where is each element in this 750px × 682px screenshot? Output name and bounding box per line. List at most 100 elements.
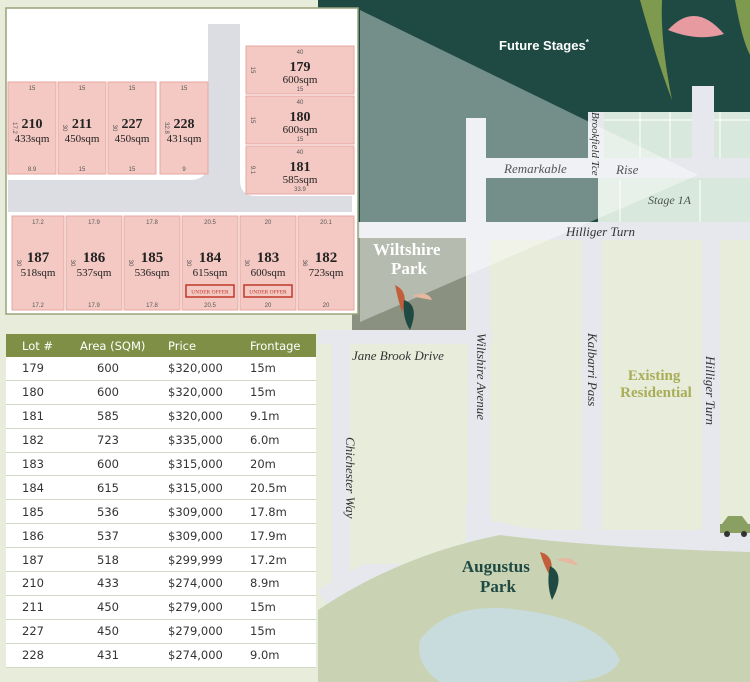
cell-frontage: 17.9m	[250, 523, 316, 549]
cell-lot: 185	[6, 499, 72, 525]
augustus-park-label: Augustus Park	[462, 557, 534, 596]
lot-shape	[245, 145, 355, 195]
lot-shape	[7, 81, 57, 175]
lot-number: 183	[257, 250, 280, 266]
existing-residential-label: Existing Residential	[620, 368, 692, 401]
cell-price: $335,000	[168, 428, 250, 453]
lot-edge-length: 20	[265, 303, 272, 309]
lot-edge-length: 15	[297, 87, 304, 93]
cell-lot: 186	[6, 523, 72, 549]
lot-area: 537sqm	[77, 267, 112, 279]
cell-price: $315,000	[168, 452, 250, 477]
cell-price: $320,000	[168, 380, 250, 405]
cell-area: 536	[72, 499, 168, 525]
column-header-frontage: Frontage	[250, 334, 316, 357]
cell-frontage: 9.0m	[250, 643, 316, 668]
lot-shape	[297, 215, 355, 311]
lot-number: 187	[27, 250, 50, 266]
table-header-row: Lot # Area (SQM) Price Frontage	[6, 334, 316, 357]
lot-edge-length: 30	[15, 260, 21, 267]
table-row: 183 600 $315,000 20m	[6, 452, 316, 477]
cell-area: 600	[72, 380, 168, 405]
cell-price: $274,000	[168, 571, 250, 596]
lot-edge-length: 32.8	[163, 122, 169, 134]
street-hilliger-turn-top: Hilliger Turn	[565, 224, 635, 239]
residential-blocks	[352, 240, 700, 564]
lot-edge-length: 15	[129, 86, 136, 92]
lot-edge-length: 17.9	[88, 220, 100, 226]
cell-area: 450	[72, 619, 168, 644]
lot-edge-length: 15	[249, 67, 255, 74]
cell-lot: 181	[6, 404, 72, 429]
wiltshire-park-bird-icon	[395, 285, 432, 330]
future-stages-label: Future Stages*	[499, 38, 590, 53]
table-row: 210 433 $274,000 8.9m	[6, 571, 316, 596]
lot-inset-map: 210433sqm1517.28.9211450sqm153015227450s…	[5, 7, 359, 315]
lot-edge-length: 30	[243, 260, 249, 267]
lot-area: 450sqm	[65, 133, 100, 145]
lot-edge-length: 17.2	[32, 303, 44, 309]
cell-price: $279,000	[168, 595, 250, 620]
cell-area: 431	[72, 643, 168, 668]
lot-edge-length: 15	[79, 167, 86, 173]
table-row: 228 431 $274,000 9.0m	[6, 643, 316, 668]
lot-area: 450sqm	[115, 133, 150, 145]
wiltshire-park-label: Wiltshire Park	[373, 240, 445, 278]
cell-area: 537	[72, 523, 168, 549]
cell-area: 518	[72, 547, 168, 573]
table-row: 184 615 $315,000 20.5m	[6, 475, 316, 501]
lake	[419, 608, 620, 682]
lot-edge-length: 9.1	[249, 166, 255, 175]
cell-frontage: 17.8m	[250, 499, 316, 525]
cell-price: $320,000	[168, 404, 250, 429]
cell-lot: 211	[6, 595, 72, 620]
street-hilliger-turn-side: Hilliger Turn	[703, 355, 718, 425]
cell-lot: 182	[6, 428, 72, 453]
zoom-wedge	[360, 10, 698, 322]
lot-edge-length: 20.5	[204, 220, 216, 226]
lot-shape	[181, 215, 239, 311]
lot-edge-length: 17.8	[146, 303, 158, 309]
cell-lot: 183	[6, 452, 72, 477]
cell-price: $274,000	[168, 643, 250, 668]
street-kalbarri-pass: Kalbarri Pass	[585, 332, 600, 406]
table-row: 211 450 $279,000 15m	[6, 595, 316, 620]
foliage-decoration	[640, 0, 672, 100]
street-brookfield: Brookfield Tce	[589, 112, 601, 176]
lot-shape	[245, 45, 355, 95]
table-row: 187 518 $299,999 17.2m	[6, 547, 316, 573]
cell-price: $299,999	[168, 547, 250, 573]
lot-edge-length: 15	[79, 86, 86, 92]
lot-edge-length: 30	[127, 260, 133, 267]
cell-lot: 179	[6, 357, 72, 381]
lot-number: 186	[83, 250, 106, 266]
lot-number: 228	[174, 117, 195, 132]
lot-number: 182	[315, 250, 338, 266]
street-chichester-way: Chichester Way	[343, 437, 358, 519]
lot-number: 179	[290, 60, 311, 75]
lot-edge-length: 15	[29, 86, 36, 92]
lot-edge-length: 8.9	[28, 167, 37, 173]
table-row: 227 450 $279,000 15m	[6, 619, 316, 644]
lot-shape	[123, 215, 181, 311]
lot-edge-length: 40	[297, 50, 304, 56]
cell-lot: 228	[6, 643, 72, 668]
street-wiltshire-avenue: Wiltshire Avenue	[474, 333, 489, 420]
street-remarkable: Remarkable	[503, 161, 567, 176]
lot-edge-length: 17.2	[32, 220, 44, 226]
lot-area: 600sqm	[283, 124, 318, 136]
lot-edge-length: 20	[323, 303, 330, 309]
cell-lot: 227	[6, 619, 72, 644]
cell-frontage: 20m	[250, 452, 316, 477]
lot-price-table: Lot # Area (SQM) Price Frontage 179 600 $3…	[6, 334, 316, 668]
cell-frontage: 15m	[250, 380, 316, 405]
lot-number: 227	[122, 117, 143, 132]
lot-shape	[239, 215, 297, 311]
column-header-price: Price	[168, 334, 250, 357]
